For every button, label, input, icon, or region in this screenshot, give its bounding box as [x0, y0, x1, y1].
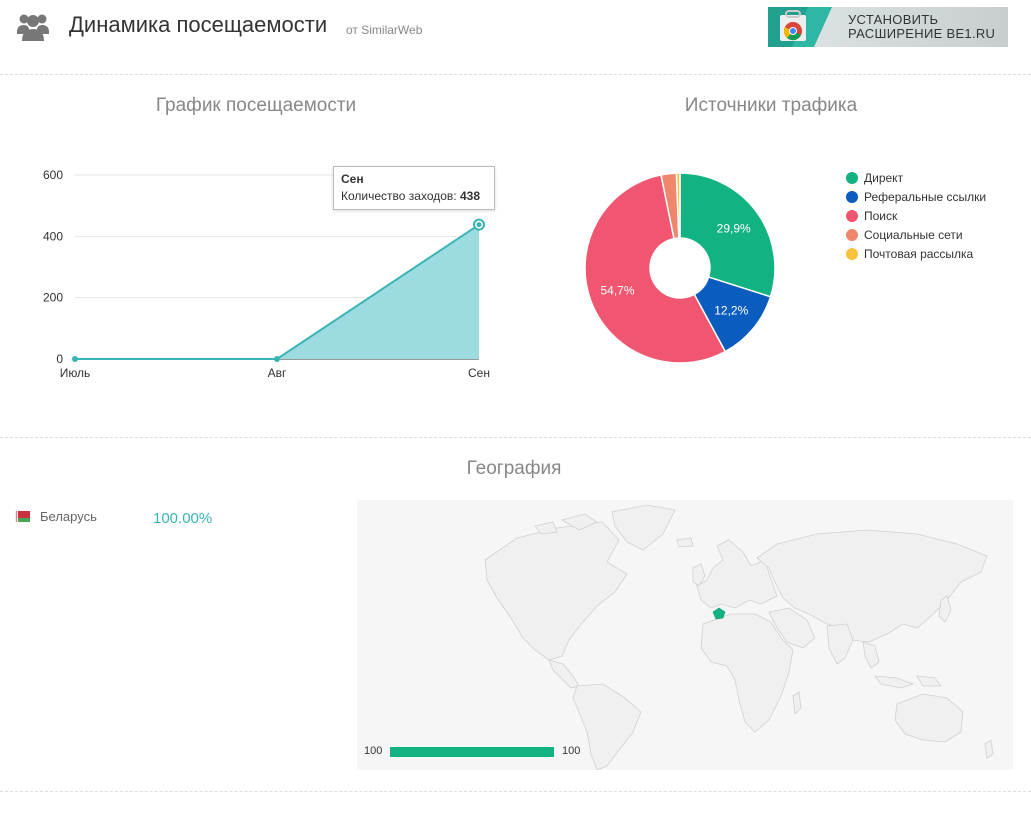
chrome-store-icon [768, 7, 832, 47]
legend-marker [846, 248, 858, 260]
pie-data-label: 29,9% [717, 222, 751, 236]
map-scale-max: 100 [562, 745, 581, 757]
legend-marker [846, 210, 858, 222]
map-scale-min: 100 [364, 745, 383, 757]
legend-label: Социальные сети [864, 228, 963, 242]
country-name: Беларусь [40, 509, 97, 524]
sources-chart-title: Источники трафика [684, 95, 858, 116]
tooltip-value: 438 [459, 189, 480, 203]
legend-label: Поиск [864, 209, 898, 223]
x-tick-label: Авг [268, 366, 287, 380]
pie-data-label: 54,7% [600, 284, 634, 298]
data-point [72, 356, 78, 362]
tooltip-label: Количество заходов: [341, 189, 457, 203]
pie-data-label: 12,2% [714, 303, 748, 317]
geography-title: География [466, 458, 562, 479]
tooltip-row: Количество заходов: 438 [341, 189, 480, 203]
pie-slice [675, 172, 681, 239]
legend-marker [846, 229, 858, 241]
y-tick-label: 0 [56, 352, 63, 366]
page-header: Динамика посещаемости от SimilarWeb УСТА… [0, 0, 1031, 74]
legend-marker [846, 191, 858, 203]
map-scale-bar [390, 747, 554, 757]
install-extension-button[interactable]: УСТАНОВИТЬ РАСШИРЕНИЕ BE1.RU [768, 7, 1008, 47]
visits-chart-title: График посещаемости [155, 95, 357, 116]
y-tick-label: 600 [43, 168, 63, 182]
tooltip-title: Сен [341, 172, 364, 186]
legend-marker [846, 172, 858, 184]
data-point [274, 356, 280, 362]
users-icon [17, 14, 49, 41]
legend-label: Реферальные ссылки [864, 190, 987, 204]
x-tick-label: Июль [60, 366, 91, 380]
country-row: Беларусь 100.00% [15, 509, 245, 529]
belarus-highlight[interactable] [712, 607, 726, 620]
y-tick-label: 400 [43, 229, 63, 243]
belarus-flag-icon [15, 511, 30, 522]
legend-label: Директ [864, 171, 904, 185]
data-point [476, 222, 482, 228]
page-title: Динамика посещаемости [69, 12, 328, 37]
visits-area [75, 224, 479, 359]
x-tick-label: Сен [468, 366, 490, 380]
sources-donut-chart: 29,9% 12,2% 54,7% [584, 172, 776, 364]
world-map-shapes [484, 504, 994, 770]
pie-slice [584, 174, 727, 364]
chart-tooltip: Сен Количество заходов: 438 [333, 166, 495, 210]
install-extension-label: УСТАНОВИТЬ РАСШИРЕНИЕ BE1.RU [848, 12, 996, 41]
country-percent: 100.00% [153, 510, 213, 527]
legend-label: Почтовая рассылка [864, 247, 974, 261]
divider [0, 74, 1031, 75]
divider [0, 437, 1031, 438]
world-map[interactable]: 100 100 [357, 500, 1013, 770]
pie-slice [679, 172, 776, 298]
divider [0, 791, 1031, 792]
page-subtitle: от SimilarWeb [346, 23, 423, 37]
y-tick-label: 200 [43, 291, 63, 305]
